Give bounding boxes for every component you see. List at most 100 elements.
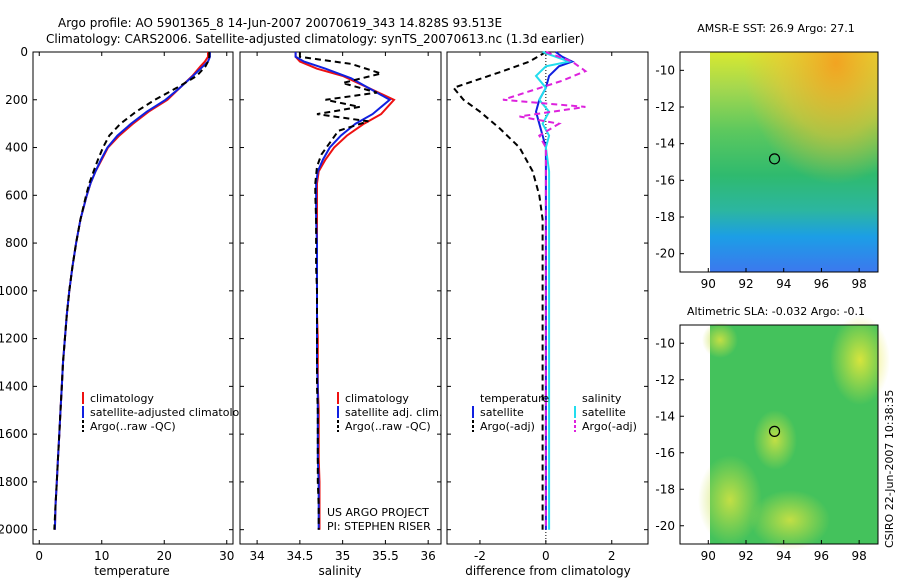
y-tick-label: -20 <box>655 519 675 533</box>
series-argo-raw-qc <box>298 52 385 530</box>
sla-argo-marker <box>768 425 781 437</box>
sla-heatmap-high-blob <box>753 410 797 470</box>
y-tick-label: 1000 <box>0 284 28 298</box>
x-tick-label: 34 <box>249 549 264 563</box>
sla-map-axes-box <box>679 324 879 545</box>
salinity-ticks: 34 34.5 35 35.5 36 <box>240 51 441 563</box>
y-tick-label: 2000 <box>0 523 28 537</box>
sst-map-ticks: 90 92 94 96 98 -10 -12 -14 -16 -18 -20 <box>655 63 866 291</box>
x-tick-label: 0 <box>542 549 550 563</box>
salinity-panel: 34 34.5 35 35.5 36 salinity climatology sate… <box>239 51 442 578</box>
project-label: US ARGO PROJECT <box>327 506 429 519</box>
x-tick-label: 92 <box>738 549 753 563</box>
sla-map-panel: Altimetric SLA: -0.032 Argo: -0.1 90 92 94… <box>655 305 890 563</box>
figure-title-line2: Climatology: CARS2006. Satellite-adjuste… <box>46 32 584 46</box>
y-tick-label: 600 <box>5 188 28 202</box>
difference-xlabel: difference from climatology <box>465 564 631 578</box>
legend-climatology-label: climatology <box>90 392 154 405</box>
x-tick-label: 98 <box>852 277 867 291</box>
sla-heatmap-high-blob <box>698 455 762 545</box>
difference-series <box>451 51 588 530</box>
legend-sal-satellite-label: satellite <box>582 406 626 419</box>
x-tick-label: 36 <box>421 549 436 563</box>
legend-argo-label: Argo(..raw -QC) <box>345 420 431 433</box>
y-tick-label: -10 <box>655 336 675 350</box>
x-tick-label: 34.5 <box>287 549 314 563</box>
salinity-xlabel: salinity <box>318 564 361 578</box>
temperature-panel: 0 10 20 30 0 200 400 600 800 1000 1200 1400 1600 1800… <box>0 45 253 578</box>
y-tick-label: 1200 <box>0 332 28 346</box>
x-tick-label: 35.5 <box>372 549 399 563</box>
x-tick-label: 2 <box>608 549 616 563</box>
x-tick-label: 94 <box>776 549 791 563</box>
y-tick-label: -12 <box>655 373 675 387</box>
y-tick-label: -18 <box>655 482 675 496</box>
difference-legend: temperature satellite Argo(-adj) salinit… <box>472 392 637 433</box>
argo-position-marker <box>768 153 781 165</box>
legend-argo-label: Argo(..raw -QC) <box>90 420 176 433</box>
y-tick-label: -14 <box>655 137 675 151</box>
legend-climatology-label: climatology <box>345 392 409 405</box>
sla-heatmap-high-blob <box>750 490 830 550</box>
y-tick-label: -14 <box>655 409 675 423</box>
x-tick-label: -2 <box>474 549 486 563</box>
sla-heatmap-high-blob <box>702 322 738 358</box>
x-tick-label: 94 <box>776 277 791 291</box>
series-argo-raw-qc <box>53 52 211 530</box>
salinity-series <box>294 52 396 530</box>
difference-panel: -2 0 2 difference from climatology tempera… <box>446 51 649 578</box>
x-tick-label: 96 <box>814 549 829 563</box>
y-tick-label: -20 <box>655 247 675 261</box>
y-tick-label: -12 <box>655 100 675 114</box>
y-tick-label: 0 <box>20 45 28 59</box>
legend-salinity-title: salinity <box>582 392 622 405</box>
difference-ticks: -2 0 2 <box>447 51 648 563</box>
y-tick-label: -16 <box>655 173 675 187</box>
legend-temperature-title: temperature <box>480 392 549 405</box>
series-salinity-satellite <box>534 51 573 530</box>
y-tick-label: -10 <box>655 63 675 77</box>
difference-axes-box <box>446 51 649 545</box>
temperature-legend: climatology satellite-adjusted climatolo… <box>82 392 253 433</box>
x-tick-label: 35 <box>335 549 350 563</box>
pi-label: PI: STEPHEN RISER <box>327 520 431 533</box>
y-tick-label: -18 <box>655 210 675 224</box>
y-tick-label: -16 <box>655 446 675 460</box>
x-tick-label: 10 <box>94 549 109 563</box>
sla-heatmap-high-blob <box>830 315 890 405</box>
legend-satellite-label: satellite adj. clim. <box>345 406 442 419</box>
sst-map-axes-box <box>679 51 879 273</box>
x-tick-label: 92 <box>738 277 753 291</box>
x-tick-label: 0 <box>35 549 43 563</box>
temperature-xlabel: temperature <box>94 564 169 578</box>
sla-map-title: Altimetric SLA: -0.032 Argo: -0.1 <box>687 305 865 318</box>
csiro-timestamp: CSIRO 22-Jun-2007 10:38:35 <box>883 390 896 548</box>
sst-map-panel: AMSR-E SST: 26.9 Argo: 27.1 90 92 94 96 98 -1… <box>655 22 879 291</box>
sla-map-ticks: 90 92 94 96 98 -10 -12 -14 -16 -18 -20 <box>655 336 866 563</box>
temperature-ticks: 0 10 20 30 0 200 400 600 800 1000 1200 1400 1600 1800… <box>0 45 234 563</box>
legend-satellite-label: satellite-adjusted climatology <box>90 406 253 419</box>
y-tick-label: 400 <box>5 141 28 155</box>
temperature-series <box>53 52 211 530</box>
legend-temp-argo-label: Argo(-adj) <box>480 420 535 433</box>
y-tick-label: 800 <box>5 236 28 250</box>
legend-sal-argo-label: Argo(-adj) <box>582 420 637 433</box>
y-tick-label: 1600 <box>0 427 28 441</box>
salinity-legend: climatology satellite adj. clim. Argo(..… <box>337 392 442 433</box>
x-tick-label: 90 <box>701 549 716 563</box>
salinity-axes-box <box>239 51 442 545</box>
temperature-axes-box <box>32 51 234 545</box>
y-tick-label: 200 <box>5 93 28 107</box>
sst-argo-marker <box>768 153 781 165</box>
sst-map-title: AMSR-E SST: 26.9 Argo: 27.1 <box>697 22 855 35</box>
y-tick-label: 1400 <box>0 379 28 393</box>
x-tick-label: 30 <box>219 549 234 563</box>
series-temperature-argo-adj <box>451 51 547 530</box>
series-temperature-satellite <box>534 51 575 530</box>
x-tick-label: 90 <box>701 277 716 291</box>
x-tick-label: 98 <box>852 549 867 563</box>
x-tick-label: 20 <box>157 549 172 563</box>
figure-title-line1: Argo profile: AO 5901365_8 14-Jun-2007 2… <box>58 16 502 30</box>
y-tick-label: 1800 <box>0 475 28 489</box>
